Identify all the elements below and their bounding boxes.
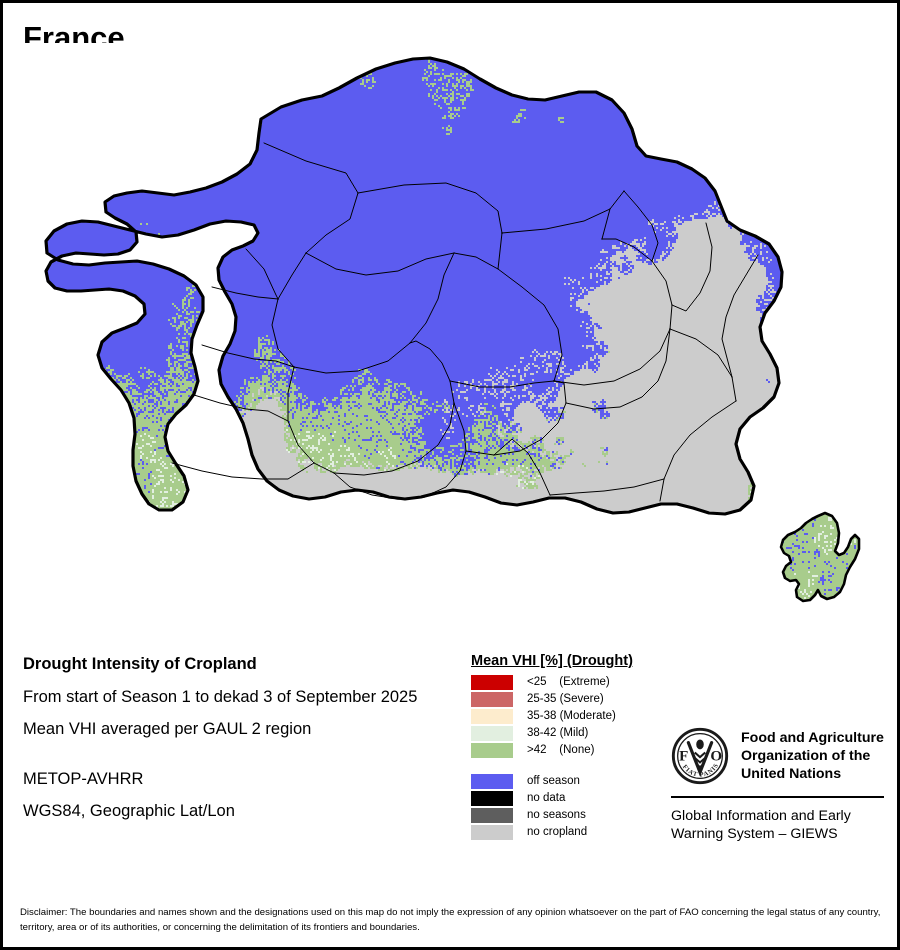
legend-label-severe: 25-35 (Severe) — [527, 692, 604, 705]
legend-item-no-seasons: no seasons — [471, 807, 671, 824]
legend-label-no-cropland: no cropland — [527, 825, 588, 838]
fao-name-line-1: Food and Agriculture — [741, 730, 884, 746]
legend-item-none: >42 (None) — [471, 742, 671, 759]
legend-swatch-none — [471, 743, 513, 758]
legend-swatch-moderate — [471, 709, 513, 724]
legend-label-off-season: off season — [527, 774, 580, 787]
fao-name-line-2: Organization of the — [741, 748, 871, 765]
legend-item-no-cropland: no cropland — [471, 824, 671, 841]
fao-logo-icon: F O FIAT PANIS — [671, 727, 729, 785]
giews-line-1: Global Information and Early — [671, 808, 851, 824]
legend-item-extreme: <25 (Extreme) — [471, 674, 671, 691]
legend-item-off-season: off season — [471, 773, 671, 790]
fao-organization-name: Food and Agriculture Organization of the… — [741, 727, 884, 784]
legend-item-severe: 25-35 (Severe) — [471, 691, 671, 708]
map-info-block: Drought Intensity of Cropland From start… — [23, 656, 463, 836]
legend-group-separator — [471, 759, 671, 773]
legend-label-none: >42 (None) — [527, 743, 595, 756]
legend-swatch-severe — [471, 692, 513, 707]
legend-swatch-no-data — [471, 791, 513, 806]
legend-label-no-data: no data — [527, 791, 566, 804]
period-text: From start of Season 1 to dekad 3 of Sep… — [23, 687, 418, 706]
disclaimer-text: Disclaimer: The boundaries and names sho… — [20, 907, 881, 933]
legend-label-no-seasons: no seasons — [527, 808, 586, 821]
legend-label-extreme: <25 (Extreme) — [527, 675, 610, 688]
svg-text:F: F — [679, 749, 688, 765]
fao-name-line-3: United Nations — [741, 766, 842, 783]
legend-item-mild: 38-42 (Mild) — [471, 725, 671, 742]
legend-swatch-mild — [471, 726, 513, 741]
legend-title: Mean VHI [%] (Drought) — [471, 653, 633, 669]
legend-swatch-no-cropland — [471, 825, 513, 840]
aggregation-text: Mean VHI averaged per GAUL 2 region — [23, 720, 312, 738]
sensor-text: METOP-AVHRR — [23, 769, 144, 788]
fao-divider — [671, 796, 884, 798]
product-title: Drought Intensity of Cropland — [23, 655, 257, 673]
map-legend: Mean VHI [%] (Drought) <25 (Extreme) 25-… — [471, 653, 671, 841]
legend-swatch-off-season — [471, 774, 513, 789]
projection-text: WGS84, Geographic Lat/Lon — [23, 802, 235, 820]
svg-text:O: O — [710, 749, 722, 765]
map-viewport[interactable] — [6, 43, 897, 633]
legend-label-mild: 38-42 (Mild) — [527, 726, 589, 739]
fao-header-row: F O FIAT PANIS Food and Agriculture Orga… — [671, 727, 886, 785]
fao-branding: F O FIAT PANIS Food and Agriculture Orga… — [671, 727, 886, 844]
legend-item-no-data: no data — [471, 790, 671, 807]
legend-label-moderate: 35-38 (Moderate) — [527, 709, 616, 722]
france-drought-raster-map[interactable] — [6, 43, 897, 633]
giews-system-name: Global Information and Early Warning Sys… — [671, 807, 886, 844]
legend-swatch-no-seasons — [471, 808, 513, 823]
legend-swatch-extreme — [471, 675, 513, 690]
giews-line-2: Warning System – GIEWS — [671, 826, 838, 843]
info-spacer — [23, 754, 463, 771]
legend-item-moderate: 35-38 (Moderate) — [471, 708, 671, 725]
